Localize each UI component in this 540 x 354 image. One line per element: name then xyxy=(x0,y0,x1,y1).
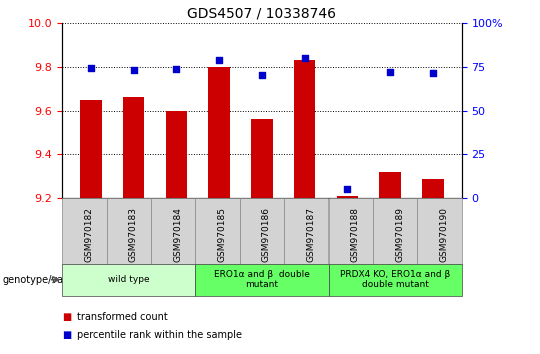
Text: genotype/variation: genotype/variation xyxy=(3,275,96,285)
Bar xyxy=(294,60,315,198)
Text: GSM970184: GSM970184 xyxy=(173,207,182,262)
Text: wild type: wild type xyxy=(108,275,150,284)
Point xyxy=(300,56,309,61)
Text: percentile rank within the sample: percentile rank within the sample xyxy=(77,330,242,339)
Text: GSM970186: GSM970186 xyxy=(262,207,271,262)
Text: GSM970188: GSM970188 xyxy=(350,207,360,262)
Text: GSM970183: GSM970183 xyxy=(129,207,138,262)
Bar xyxy=(422,178,443,198)
Text: GSM970182: GSM970182 xyxy=(84,207,93,262)
Bar xyxy=(123,97,144,198)
Point xyxy=(86,65,95,70)
Text: ■: ■ xyxy=(62,312,71,322)
Bar xyxy=(380,172,401,198)
Point xyxy=(386,70,394,75)
Text: GSM970187: GSM970187 xyxy=(306,207,315,262)
Text: GSM970185: GSM970185 xyxy=(218,207,226,262)
Bar xyxy=(251,119,273,198)
Title: GDS4507 / 10338746: GDS4507 / 10338746 xyxy=(187,6,336,21)
Bar xyxy=(208,67,230,198)
Text: PRDX4 KO, ERO1α and β
double mutant: PRDX4 KO, ERO1α and β double mutant xyxy=(340,270,450,289)
Point xyxy=(343,187,352,192)
Bar xyxy=(80,100,102,198)
Bar xyxy=(166,111,187,198)
Point xyxy=(258,72,266,78)
Text: GSM970190: GSM970190 xyxy=(440,207,449,262)
Bar xyxy=(337,196,358,198)
Text: ■: ■ xyxy=(62,330,71,339)
Point xyxy=(130,68,138,73)
Point xyxy=(172,66,181,72)
Point xyxy=(429,70,437,76)
Point xyxy=(215,57,224,63)
Text: transformed count: transformed count xyxy=(77,312,168,322)
Text: ERO1α and β  double
mutant: ERO1α and β double mutant xyxy=(214,270,310,289)
Text: GSM970189: GSM970189 xyxy=(395,207,404,262)
